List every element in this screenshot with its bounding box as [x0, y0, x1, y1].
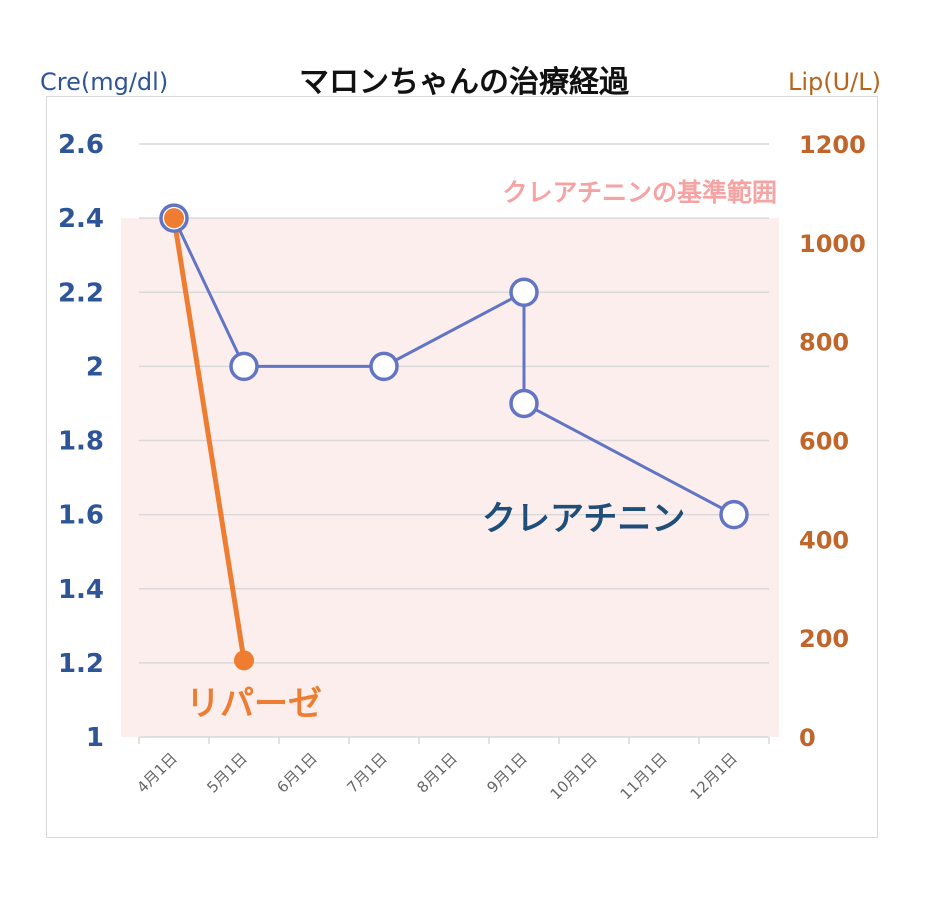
right-axis-tick-label: 200 [799, 625, 849, 653]
creatinine-data-point [509, 388, 539, 419]
lipase-series-line [171, 217, 247, 661]
left-axis-tick-label: 1.8 [58, 427, 104, 457]
creatinine-series-line [172, 217, 735, 516]
x-axis-tick-label: 6月1日 [273, 749, 320, 796]
x-axis-tick-label: 12月1日 [687, 749, 741, 803]
lipase-series-label: リパーゼ [186, 684, 322, 724]
x-axis-tick-label: 8月1日 [413, 749, 460, 796]
reference-range-label: クレアチニンの基準範囲 [502, 178, 777, 207]
left-axis-tick-label: 2.4 [58, 204, 104, 234]
chart-title: マロンちゃんの治療経過 [299, 65, 630, 100]
creatinine-series-label: クレアチニン [482, 499, 685, 539]
right-axis-tick-label: 0 [799, 724, 816, 752]
left-axis-ticks: 2.6 2.4 2.2 2 1.8 1.6 1.4 1.2 1 [58, 130, 104, 753]
left-axis-tick-label: 1.6 [58, 501, 104, 531]
x-axis-tick-label: 10月1日 [547, 749, 601, 803]
right-axis-ticks: 1200 1000 800 600 400 200 0 [799, 131, 866, 752]
x-axis-ticks: 4月1日 5月1日 6月1日 7月1日 8月1日 9月1日 10月1日 11月1日 12月1日 [133, 737, 770, 803]
left-axis-unit-label: Cre(mg/dl) [40, 68, 168, 96]
left-axis-tick-label: 1.4 [58, 575, 104, 605]
x-axis-tick-label: 7月1日 [343, 749, 390, 796]
chart-frame [46, 96, 878, 838]
creatinine-data-point [229, 351, 259, 382]
left-axis-tick-label: 1 [86, 723, 104, 753]
right-axis-tick-label: 1200 [799, 131, 866, 159]
left-axis-tick-label: 2 [86, 352, 104, 382]
left-axis-tick-label: 2.6 [58, 130, 104, 160]
reference-range-band [121, 218, 779, 737]
lipase-data-point [234, 650, 254, 671]
creatinine-data-point [719, 499, 749, 530]
x-axis-tick-label: 9月1日 [483, 749, 530, 796]
left-axis-tick-label: 1.2 [58, 649, 104, 679]
x-axis-tick-label: 4月1日 [133, 749, 180, 796]
right-axis-tick-label: 400 [799, 526, 849, 554]
x-axis-tick-label: 11月1日 [617, 749, 671, 803]
right-axis-unit-label: Lip(U/L) [788, 68, 881, 96]
creatinine-data-point [369, 351, 399, 382]
right-axis-tick-label: 1000 [799, 230, 866, 258]
x-axis-tick-label: 5月1日 [203, 749, 250, 796]
left-axis-tick-label: 2.2 [58, 278, 104, 308]
series-layer [159, 203, 749, 671]
right-axis-tick-label: 800 [799, 329, 849, 357]
right-axis-tick-label: 600 [799, 428, 849, 456]
creatinine-data-point [509, 277, 539, 307]
lipase-data-point [164, 208, 184, 229]
